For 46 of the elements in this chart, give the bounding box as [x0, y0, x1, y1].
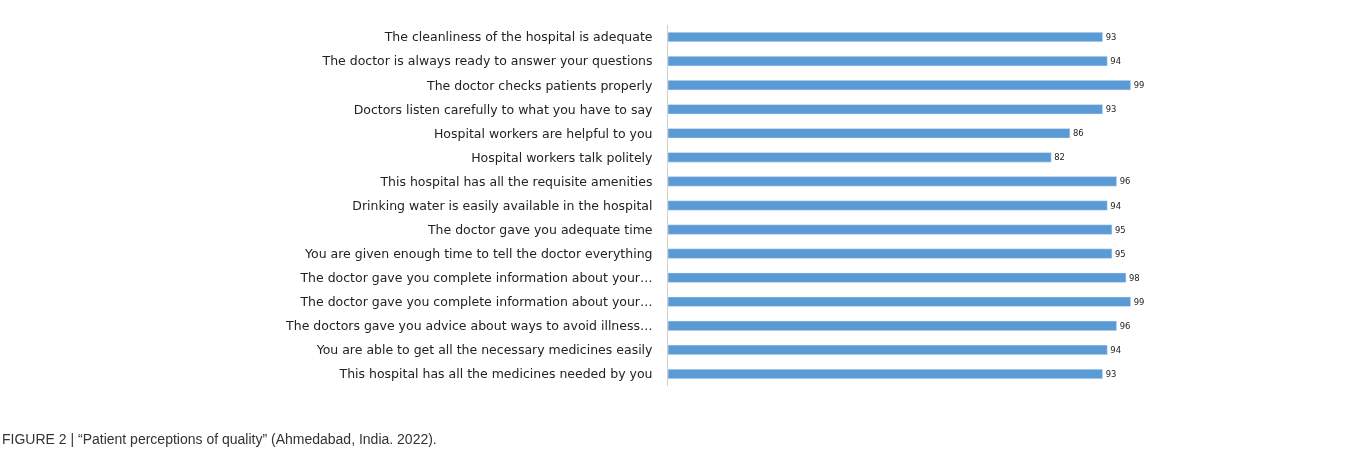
- bar: [668, 248, 1113, 259]
- data-label: 96: [1119, 176, 1131, 187]
- bar: [668, 128, 1071, 139]
- bar: [668, 152, 1052, 163]
- y-tick-label: You are able to get all the necessary medicines easily: [315, 342, 654, 358]
- y-tick-label: Hospital workers talk politely: [471, 149, 654, 165]
- bar: [668, 320, 1117, 331]
- data-label: 93: [1105, 368, 1117, 379]
- bar: [668, 56, 1108, 67]
- bar: [668, 344, 1108, 355]
- y-tick-label: You are given enough time to tell the doctor everything: [304, 246, 653, 262]
- bar: [668, 176, 1117, 187]
- data-label: 94: [1110, 344, 1121, 355]
- data-label: 94: [1110, 56, 1121, 67]
- bar: [668, 368, 1103, 380]
- bar: [668, 80, 1131, 91]
- y-tick-label: The doctor gave you complete information about your…: [299, 270, 653, 286]
- y-tick-label: Doctors listen carefully to what you have to say: [353, 101, 654, 117]
- data-label: 98: [1128, 272, 1140, 283]
- y-tick-label: The doctor gave you adequate time: [426, 221, 653, 237]
- data-label: 82: [1054, 152, 1065, 163]
- data-label: 94: [1110, 200, 1121, 211]
- y-tick-label: The doctor gave you complete information about your…: [299, 294, 653, 310]
- y-tick-label: The doctor checks patients properly: [426, 77, 654, 93]
- data-label: 86: [1072, 128, 1084, 139]
- bar: [668, 224, 1113, 235]
- bar: [668, 104, 1103, 115]
- data-label: 99: [1133, 80, 1145, 91]
- bar: [668, 296, 1131, 307]
- data-label: 93: [1105, 104, 1117, 115]
- y-tick-label: The doctor is always ready to answer your questions: [321, 53, 653, 69]
- y-tick-label: The doctors gave you advice about ways to avoid illness…: [285, 318, 653, 334]
- bar: [668, 31, 1103, 43]
- y-tick-label: The cleanliness of the hospital is adequate: [383, 29, 653, 45]
- y-tick-label: This hospital has all the medicines needed by you: [338, 366, 653, 382]
- data-label: 96: [1119, 320, 1131, 331]
- data-label: 93: [1105, 32, 1117, 43]
- bar: [668, 272, 1127, 283]
- y-tick-label: Drinking water is easily available in the hospital: [352, 197, 653, 213]
- caption: FIGURE 2 | “Patient perceptions of quality” (Ahmedabad, India. 2022).: [2, 431, 437, 447]
- data-label: 99: [1133, 296, 1145, 307]
- y-tick-label: Hospital workers are helpful to you: [433, 125, 653, 141]
- y-tick-label: This hospital has all the requisite amenities: [379, 173, 653, 189]
- data-label: 95: [1114, 248, 1126, 259]
- bar: [668, 200, 1108, 211]
- data-label: 95: [1114, 224, 1126, 235]
